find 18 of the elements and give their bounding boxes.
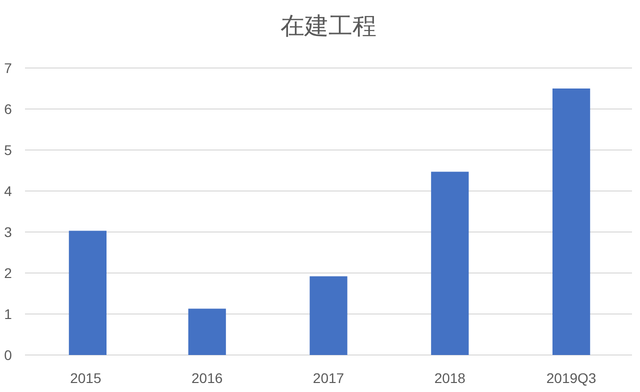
y-tick-label: 3 bbox=[4, 224, 12, 240]
x-tick-label: 2015 bbox=[70, 370, 102, 386]
y-tick-label: 0 bbox=[4, 347, 12, 363]
x-tick-label: 2018 bbox=[434, 370, 466, 386]
y-tick-label: 5 bbox=[4, 142, 12, 158]
y-tick-label: 1 bbox=[4, 306, 12, 322]
y-tick-label: 7 bbox=[4, 60, 12, 76]
x-tick-label: 2019Q3 bbox=[546, 370, 596, 386]
y-tick-label: 6 bbox=[4, 101, 12, 117]
bar bbox=[310, 276, 348, 355]
bar bbox=[188, 308, 226, 355]
y-tick-label: 4 bbox=[4, 183, 12, 199]
y-tick-label: 2 bbox=[4, 265, 12, 281]
x-tick-label: 2016 bbox=[192, 370, 223, 386]
bar bbox=[431, 172, 469, 355]
x-tick-label: 2017 bbox=[312, 370, 344, 386]
bar bbox=[552, 88, 590, 355]
chart-title: 在建工程 bbox=[280, 13, 376, 40]
